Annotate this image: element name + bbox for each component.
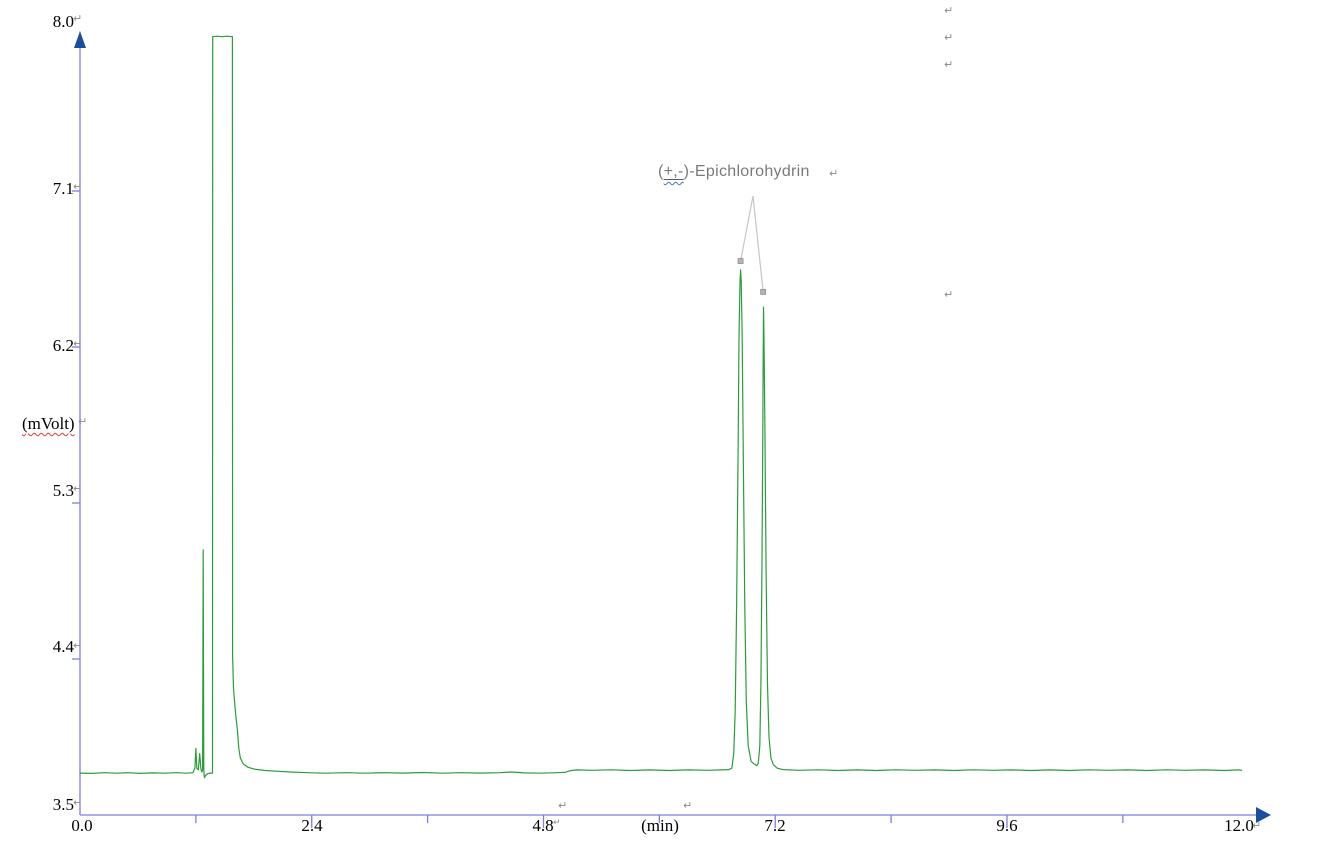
y-tick-label: 6.2 bbox=[52, 336, 74, 355]
x-tick-label: 0.0 bbox=[71, 816, 93, 835]
y-tick-label: 3.5 bbox=[52, 795, 74, 814]
x-axis-title: (min) bbox=[641, 816, 679, 835]
paragraph-mark-icon: ↵ bbox=[73, 639, 83, 652]
paragraph-mark-icon: ↵ bbox=[683, 799, 693, 812]
x-tick-label: 12.0 bbox=[1224, 816, 1254, 835]
paragraph-mark-icon: ↵ bbox=[944, 58, 954, 71]
annotation-pm-wrap: +,- bbox=[664, 163, 684, 180]
annotation-plus-minus: +,- bbox=[663, 163, 684, 180]
paragraph-mark-icon: ↵ bbox=[829, 167, 839, 180]
paragraph-mark-icon: ↵ bbox=[558, 799, 568, 812]
paragraph-mark-icon: ↵ bbox=[73, 337, 83, 350]
chromatogram-trace bbox=[79, 35, 1243, 779]
paragraph-mark-icon: ↵ bbox=[78, 415, 88, 428]
paragraph-mark-icon: ↵ bbox=[73, 12, 83, 25]
x-tick-label: 9.6 bbox=[996, 816, 1018, 835]
paragraph-mark-icon: ↵ bbox=[944, 4, 954, 17]
y-tick-label: 4.4 bbox=[52, 637, 74, 656]
x-axis-arrow-icon bbox=[1256, 807, 1271, 823]
x-tick-label: 7.2 bbox=[764, 816, 786, 835]
y-tick-label: 8.0 bbox=[52, 12, 74, 31]
annotation-leader-lines bbox=[737, 195, 767, 295]
paragraph-mark-icon: ↵ bbox=[944, 31, 954, 44]
x-tick-label: 2.4 bbox=[301, 816, 323, 835]
y-axis-title: (mVolt) bbox=[22, 414, 75, 433]
y-axis-arrow-icon bbox=[74, 31, 86, 48]
paragraph-mark-icon: ↵ bbox=[553, 818, 561, 828]
y-tick-label: 5.3 bbox=[52, 481, 74, 500]
x-tick-label: 4.8 bbox=[532, 816, 554, 835]
paragraph-mark-icon: ↵ bbox=[944, 288, 954, 301]
paragraph-mark-icon: ↵ bbox=[1252, 819, 1262, 832]
paragraph-mark-icon: ↵ bbox=[73, 482, 83, 495]
annotation-prefix: ( bbox=[658, 163, 664, 180]
annotation-suffix: )-Epichlorohydrin bbox=[683, 163, 810, 180]
peak-annotation-label: (+,-)-Epichlorohydrin bbox=[658, 164, 810, 180]
paragraph-mark-icon: ↵ bbox=[73, 180, 83, 193]
paragraph-mark-icon: ↵ bbox=[73, 796, 83, 809]
axis-ticks bbox=[72, 190, 1124, 828]
y-tick-label: 7.1 bbox=[52, 179, 74, 198]
